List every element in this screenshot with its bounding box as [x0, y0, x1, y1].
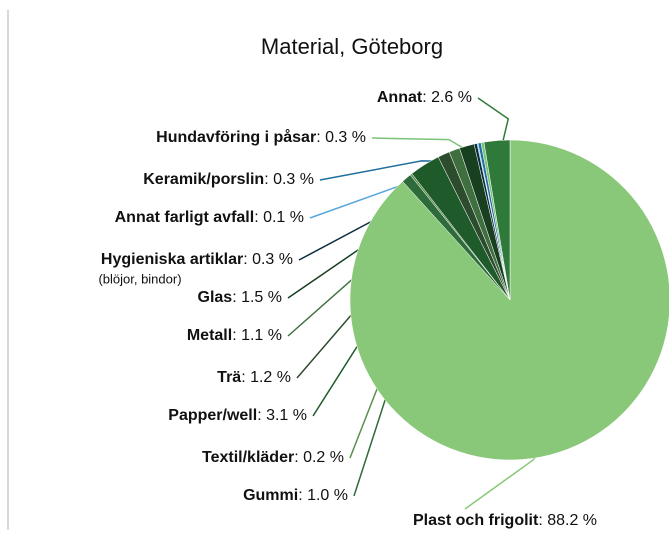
slice-label: Textil/kläder: 0.2 % — [202, 449, 344, 466]
slice-name: Gummi — [243, 487, 298, 504]
slice-name: Hygieniska artiklar — [101, 251, 243, 268]
slice-value: : 0.3 % — [316, 129, 366, 146]
slice-name: Annat — [377, 89, 423, 106]
slice-value: : 0.2 % — [294, 449, 344, 466]
slice-label: Glas: 1.5 % — [198, 289, 283, 306]
slice-name: Plast och frigolit — [413, 512, 539, 529]
slice-label: Plast och frigolit: 88.2 % — [413, 512, 597, 529]
pie-slice — [349, 139, 669, 461]
slice-value: : 1.1 % — [232, 327, 282, 344]
slice-label: Keramik/porslin: 0.3 % — [143, 171, 314, 188]
slice-value: : 0.3 % — [243, 251, 293, 268]
slice-label: Hygieniska artiklar: 0.3 % — [101, 251, 293, 268]
slice-name: Hundavföring i påsar — [156, 128, 316, 146]
slice-label: Annat: 2.6 % — [377, 89, 472, 106]
slice-label: Papper/well: 3.1 % — [168, 407, 307, 424]
slice-name: Trä — [217, 369, 241, 386]
slice-value: : 1.0 % — [298, 487, 348, 504]
slice-name: Keramik/porslin — [143, 171, 264, 188]
slice-name: Metall — [187, 327, 232, 344]
slice-value: : 2.6 % — [422, 89, 472, 106]
annotation: (blöjor, bindor) — [98, 271, 181, 286]
slice-label: Gummi: 1.0 % — [243, 487, 348, 504]
slice-value: : 0.1 % — [254, 209, 304, 226]
slice-label: Annat farligt avfall: 0.1 % — [115, 209, 304, 226]
slice-label: Hundavföring i påsar: 0.3 % — [156, 128, 366, 146]
slice-value: : 1.2 % — [241, 369, 291, 386]
slice-value: : 1.5 % — [232, 289, 282, 306]
slice-value: : 0.3 % — [264, 171, 314, 188]
slice-value: : 3.1 % — [257, 407, 307, 424]
pie-slice — [483, 139, 511, 301]
slice-name: Annat farligt avfall — [115, 209, 255, 226]
slice-value: : 88.2 % — [538, 512, 597, 529]
chart-title: Material, Göteborg — [261, 34, 443, 59]
slice-label: Metall: 1.1 % — [187, 327, 282, 344]
slice-name: Glas — [198, 289, 233, 306]
slice-name: Textil/kläder — [202, 449, 294, 466]
slice-label: Trä: 1.2 % — [217, 369, 291, 386]
slice-name: Papper/well — [168, 407, 257, 424]
